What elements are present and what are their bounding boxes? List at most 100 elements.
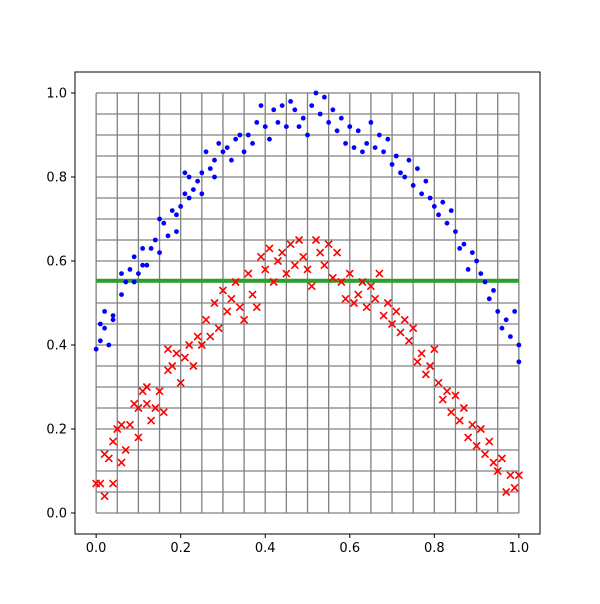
data-point-x-marker [261,265,270,274]
data-point-dot [330,107,336,113]
data-point-x-marker [447,408,456,417]
y-tick-label: 0.6 [46,255,67,270]
data-point-x-marker [214,324,223,333]
data-point-x-marker [421,370,430,379]
data-point-dot [457,246,463,251]
data-point-dot [372,145,378,151]
data-point-x-marker [430,345,439,354]
data-point-dot [283,124,289,129]
data-point-dot [279,103,285,108]
data-point-dot [190,187,196,193]
x-tick-label: 0.2 [170,541,191,556]
data-point-dot [97,338,103,344]
data-point-dot [334,128,340,134]
data-point-dot [508,334,513,339]
data-point-x-marker [383,298,392,308]
data-point-x-marker [176,378,185,387]
data-point-x-marker [299,252,308,261]
data-point-dot [499,325,505,331]
x-tick-label: 0.8 [424,541,445,556]
data-point-dot [288,99,293,104]
data-point-x-marker [324,240,333,249]
data-point-x-marker [497,454,507,463]
data-point-x-marker [206,332,215,341]
data-point-x-marker [316,248,325,257]
data-point-x-marker [117,420,126,429]
data-point-x-marker [345,269,354,278]
data-point-x-marker [273,256,282,266]
data-point-dot [406,157,412,163]
data-point-x-marker [506,471,515,480]
data-point-dot [174,212,179,218]
data-point-dot [364,141,370,146]
data-point-dot [389,162,395,167]
data-point-x-marker [404,336,414,345]
data-point-dot [245,132,251,138]
data-point-dot [267,136,272,142]
data-point-x-marker [476,424,485,434]
data-point-dot [102,309,107,314]
data-point-dot [427,195,433,201]
data-point-dot [174,229,179,235]
data-point-dot [516,359,522,365]
data-point-x-marker [163,345,173,354]
data-point-dot [148,246,154,251]
data-point-dot [444,220,450,226]
data-point-dot [317,111,323,117]
data-point-x-marker [104,454,113,463]
data-point-x-marker [320,261,329,270]
data-point-dot [402,174,408,180]
data-point-dot [343,141,348,146]
data-point-dot [313,90,319,96]
data-point-x-marker [151,403,160,413]
data-point-x-marker [442,387,452,396]
data-point-dot [355,128,361,134]
data-point-dot [220,149,226,155]
data-point-dot [123,279,129,285]
data-point-x-marker [147,416,156,425]
data-point-dot [398,170,403,176]
data-point-dot [491,288,496,293]
data-point-x-marker [248,290,257,299]
data-point-x-marker [201,315,211,324]
data-point-dot [97,321,103,327]
data-point-x-marker [168,361,177,371]
data-point-x-marker [349,298,359,308]
grid [95,92,520,514]
data-point-dot [360,149,365,155]
data-point-dot [182,191,188,197]
data-point-dot [296,124,302,129]
data-point-x-marker [438,395,447,404]
data-point-dot [419,191,425,197]
data-point-x-marker [417,349,426,358]
data-point-x-marker [155,387,164,396]
data-point-dot [478,271,484,276]
data-point-dot [275,120,281,125]
data-point-dot [415,166,420,172]
data-point-x-marker [294,235,304,245]
data-point-x-marker [223,307,232,316]
data-point-dot [186,174,192,180]
data-point-dot [486,296,492,302]
data-point-dot [326,120,332,125]
data-point-x-marker [286,240,295,249]
data-point-dot [119,292,124,297]
data-point-x-marker [231,277,240,287]
data-point-dot [495,309,501,314]
data-point-dot [338,115,344,121]
data-point-x-marker [366,282,375,291]
data-point-dot [461,241,467,247]
data-point-x-marker [341,294,350,303]
data-point-x-marker [180,353,189,362]
data-point-dot [195,178,200,184]
data-point-dot [393,153,399,159]
data-point-x-marker [197,340,206,350]
data-point-dot [152,237,158,243]
data-points [92,90,523,501]
data-point-x-marker [375,269,384,278]
y-tick-label: 1.0 [46,87,67,102]
data-point-dot [237,132,243,138]
y-axis-ticks: 0.0 0.2 0.4 0.6 0.8 1.0 [46,87,75,522]
x-tick-label: 0.6 [339,541,360,556]
y-tick-label: 0.4 [46,339,67,354]
